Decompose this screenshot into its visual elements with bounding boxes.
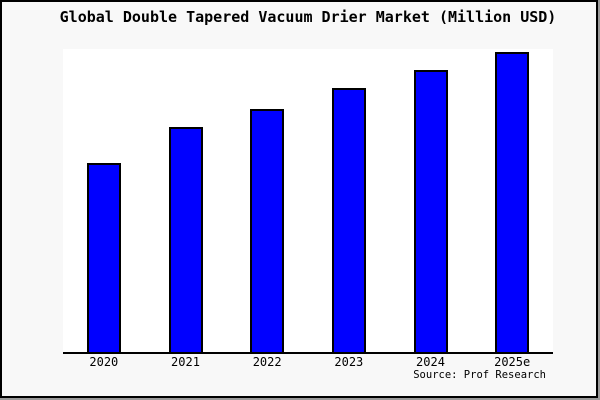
x-tick-label-2024: 2024: [416, 355, 445, 369]
source-attribution: Source: Prof Research: [413, 369, 546, 381]
plot-area: [63, 49, 553, 354]
bar-2023: [332, 88, 366, 352]
bar-2020: [87, 163, 121, 352]
x-tick-label-2022: 2022: [252, 355, 282, 369]
x-tick-label-2025e: 2025e: [494, 355, 531, 369]
x-axis-ticks: 2020 2021 2022 2023 2024 2025e: [63, 356, 553, 370]
bar-2025e: [495, 52, 529, 352]
bar-2022: [250, 109, 284, 352]
x-tick-label-2023: 2023: [334, 355, 364, 369]
bar-2024: [414, 70, 448, 352]
chart-title: Global Double Tapered Vacuum Drier Marke…: [59, 8, 557, 26]
bar-2021: [169, 127, 203, 352]
x-tick-label-2021: 2021: [171, 355, 200, 369]
x-tick-label-2020: 2020: [89, 355, 119, 369]
